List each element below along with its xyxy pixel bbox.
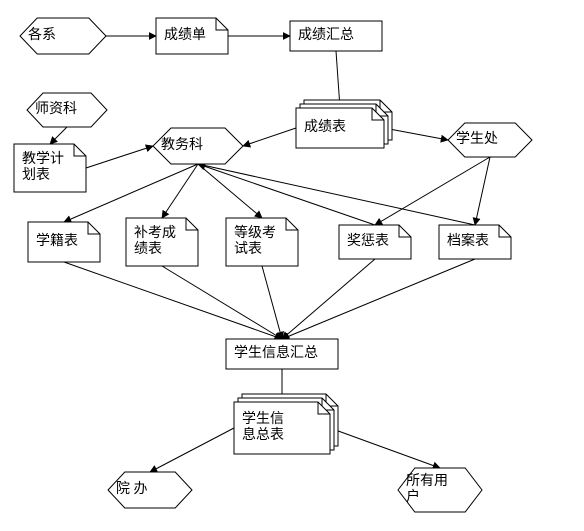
node-label: 档案表 <box>447 232 489 249</box>
edge <box>282 259 475 339</box>
edge <box>50 127 67 144</box>
edge <box>282 259 375 339</box>
edge <box>64 262 282 339</box>
edge <box>150 428 234 472</box>
edge <box>86 146 153 168</box>
node-jiaowuke: 教务科 <box>153 128 243 164</box>
nodes-layer: 各系 成绩单 成绩汇总师资科成绩表教务科 学生处教学计划表学籍表 补考成绩表等级考试表 奖… <box>14 18 532 512</box>
edge <box>198 164 475 225</box>
node-xsxxhz: 学生信息汇总 <box>226 339 338 369</box>
edge <box>243 128 296 146</box>
node-xuejibiao: 学籍表 <box>28 222 100 262</box>
edge <box>198 164 262 218</box>
edge <box>336 51 340 108</box>
edge <box>475 157 490 225</box>
flowchart-canvas: 各系 成绩单 成绩汇总师资科成绩表教务科 学生处教学计划表学籍表 补考成绩表等级考试表 奖… <box>0 0 584 531</box>
node-label: 成绩单 <box>164 27 206 43</box>
node-label: 教务科 <box>161 137 203 153</box>
node-bukao: 补考成绩表 <box>126 218 198 266</box>
node-label: 师资科 <box>35 101 77 117</box>
node-jiangcheng: 奖惩表 <box>339 225 411 259</box>
node-label: 学籍表 <box>36 232 78 249</box>
node-chengjidan: 成绩单 <box>156 18 228 54</box>
node-jxjhb: 教学计划表 <box>14 144 86 192</box>
node-dangan: 档案表 <box>439 225 511 259</box>
node-label: 成绩表 <box>304 119 346 135</box>
node-label: 奖惩表 <box>347 232 389 249</box>
node-yuanban: 院 办 <box>108 472 192 508</box>
edge <box>384 128 448 140</box>
node-label: 各系 <box>28 27 56 43</box>
edge <box>375 157 490 225</box>
edge <box>198 164 375 225</box>
edge <box>330 428 440 468</box>
node-shizike: 师资科 <box>27 93 107 127</box>
node-label: 学生处 <box>456 131 498 147</box>
node-xueshengchu: 学生处 <box>448 123 532 157</box>
node-suoyouyh: 所有用户 <box>398 468 482 512</box>
node-dengji: 等级考试表 <box>226 218 298 266</box>
node-chengjibiao: 成绩表 <box>296 100 392 148</box>
node-label: 院 办 <box>116 481 148 497</box>
edge <box>262 266 282 339</box>
node-xsxxzb: 学生信息总表 <box>234 394 338 454</box>
node-label: 成绩汇总 <box>298 27 354 43</box>
node-label: 学生信息汇总 <box>234 344 318 361</box>
node-chengjihz: 成绩汇总 <box>290 21 382 51</box>
node-gexi: 各系 <box>20 18 106 54</box>
